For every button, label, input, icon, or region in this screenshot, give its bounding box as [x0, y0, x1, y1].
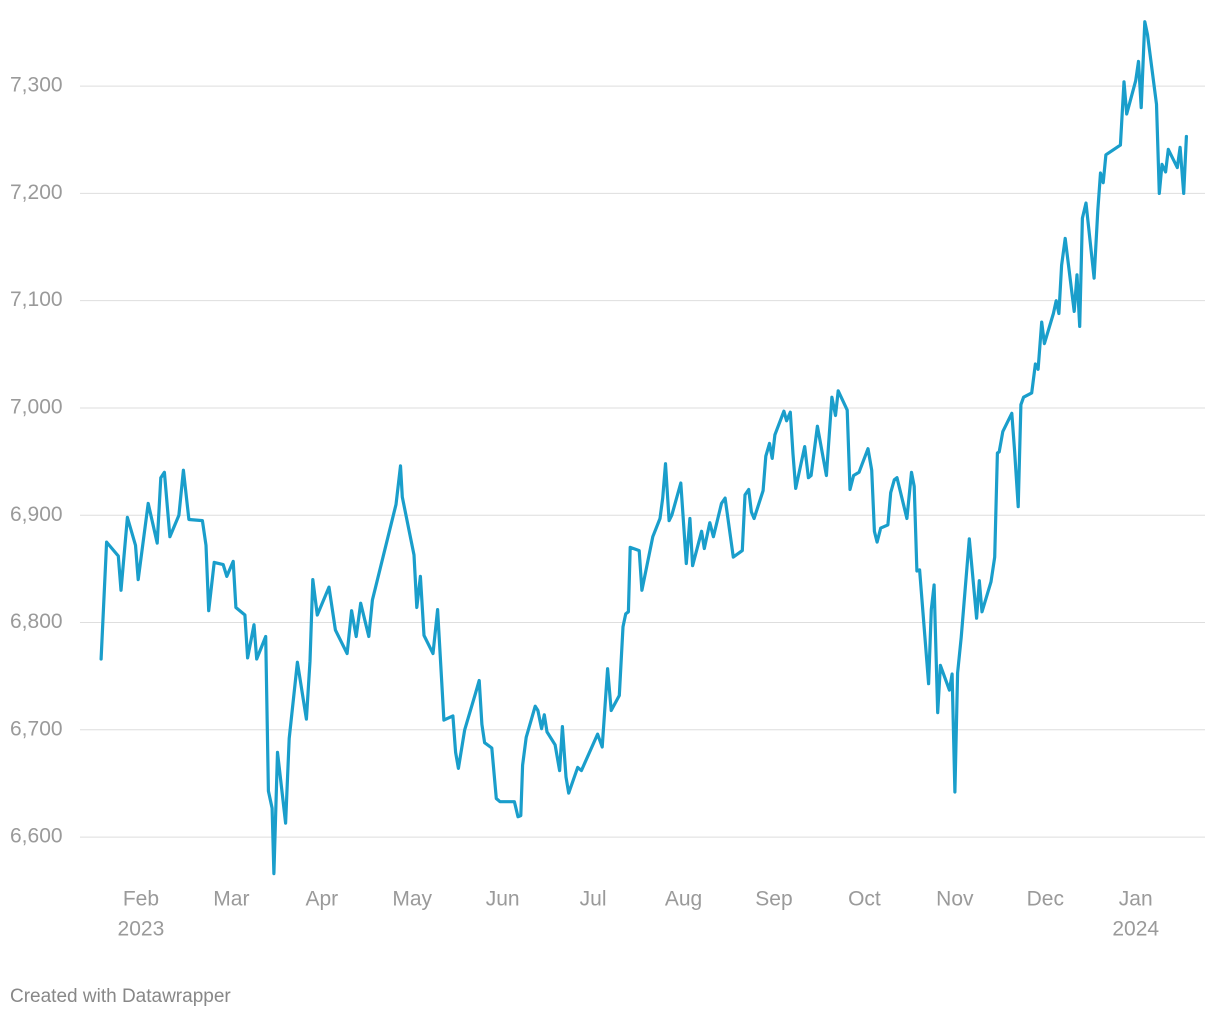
year-label: 2024 [1112, 918, 1159, 941]
plot-area [99, 20, 1188, 876]
y-tick-label: 7,200 [10, 181, 63, 204]
x-tick-label: Sep [755, 888, 792, 911]
x-tick-label: Aug [665, 888, 702, 911]
x-tick-label: Jun [486, 888, 520, 911]
y-tick-label: 6,900 [10, 503, 63, 526]
year-label: 2023 [118, 918, 165, 941]
footer: Created with Datawrapper [10, 986, 231, 1007]
x-tick-label: Apr [305, 888, 338, 911]
x-tick-label: Jul [580, 888, 607, 911]
line-series [99, 20, 1188, 876]
x-tick-label: Nov [936, 888, 974, 911]
y-tick-label: 6,800 [10, 610, 63, 633]
x-tick-label: Oct [848, 888, 881, 911]
y-tick-label: 7,300 [10, 74, 63, 97]
y-tick-label: 6,600 [10, 825, 63, 848]
x-tick-label: May [392, 888, 432, 911]
x-tick-label: Jan [1119, 888, 1153, 911]
y-tick-label: 7,100 [10, 288, 63, 311]
grid [80, 85, 1205, 838]
y-tick-label: 7,000 [10, 395, 63, 418]
x-tick-label: Dec [1027, 888, 1064, 911]
x-tick-label: Mar [213, 888, 249, 911]
y-tick-label: 6,700 [10, 717, 63, 740]
x-tick-label: Feb [123, 888, 159, 911]
